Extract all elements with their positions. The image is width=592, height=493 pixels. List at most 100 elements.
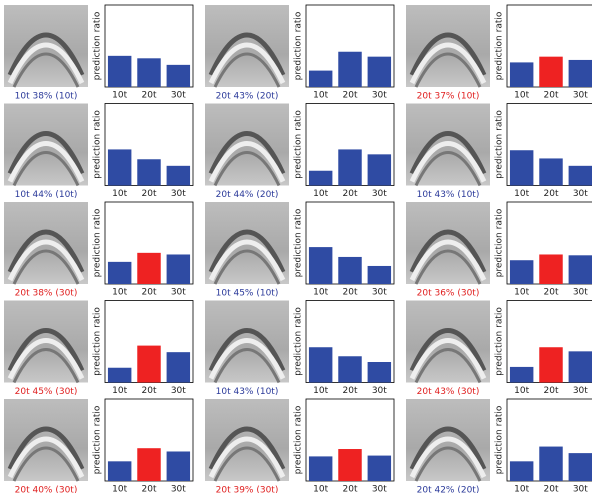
x-tick-label: 20t <box>544 485 559 493</box>
image-arc <box>409 338 487 380</box>
x-tick-label: 20t <box>142 485 157 493</box>
bar <box>308 70 333 87</box>
image-arc <box>7 42 85 85</box>
bar <box>539 347 563 383</box>
x-tick-label: 30t <box>171 485 186 493</box>
x-tick-label: 10t <box>514 386 529 396</box>
x-tick-label: 30t <box>171 288 186 298</box>
x-tick-label: 30t <box>573 386 588 396</box>
caption: 20t 40% (30t) <box>15 486 78 493</box>
y-axis-label: prediction ratio <box>93 110 103 179</box>
bar <box>539 158 563 186</box>
x-tick-label: 10t <box>112 189 127 199</box>
bar <box>367 154 392 186</box>
caption: 10t 43% (10t) <box>216 387 279 397</box>
x-tick-label: 20t <box>544 288 559 298</box>
bar <box>166 165 191 186</box>
image-arc <box>12 151 80 187</box>
bar <box>338 149 362 186</box>
image-arc <box>7 141 85 183</box>
image-arc <box>213 52 281 88</box>
image-arc <box>414 52 482 88</box>
x-tick-label: 30t <box>573 91 588 101</box>
caption: 20t 38% (30t) <box>15 289 78 299</box>
bar <box>568 255 592 284</box>
image-arc <box>7 426 85 471</box>
x-tick-label: 20t <box>544 91 559 101</box>
bar <box>338 51 362 87</box>
bar <box>308 170 333 186</box>
x-tick-label: 10t <box>514 189 529 199</box>
y-axis-label: prediction ratio <box>495 208 505 277</box>
image-arc <box>7 436 85 479</box>
x-tick-label: 30t <box>171 386 186 396</box>
bar <box>166 352 191 383</box>
x-tick-label: 10t <box>313 91 328 101</box>
x-tick-label: 20t <box>343 189 358 199</box>
bar <box>137 58 161 87</box>
x-tick-label: 20t <box>343 91 358 101</box>
bar <box>539 56 563 87</box>
image-arc <box>414 249 482 285</box>
image-arc <box>7 229 85 274</box>
caption: 10t 38% (10t) <box>15 92 78 102</box>
bar <box>568 351 592 383</box>
image-arc <box>12 249 80 285</box>
image-arc <box>409 42 487 85</box>
image-arc <box>409 426 487 471</box>
image-arc <box>208 229 286 274</box>
image-arc <box>7 328 85 372</box>
bar <box>509 62 534 87</box>
bar <box>509 150 534 186</box>
bar <box>166 254 191 284</box>
y-axis-label: prediction ratio <box>495 405 505 474</box>
y-axis-label: prediction ratio <box>294 208 304 277</box>
bar <box>308 456 333 481</box>
image-arc <box>7 338 85 380</box>
caption: 20t 36% (30t) <box>417 289 480 299</box>
x-tick-label: 30t <box>573 189 588 199</box>
bar <box>338 356 362 383</box>
bar <box>568 59 592 87</box>
x-tick-label: 10t <box>313 485 328 493</box>
image-arc <box>409 328 487 372</box>
x-tick-label: 10t <box>514 485 529 493</box>
x-tick-label: 20t <box>544 189 559 199</box>
image-arc <box>208 436 286 479</box>
caption: 10t 44% (10t) <box>15 190 78 200</box>
bar <box>137 345 161 383</box>
image-arc <box>414 446 482 482</box>
caption: 20t 37% (10t) <box>417 92 480 102</box>
image-arc <box>213 151 281 187</box>
x-tick-label: 20t <box>544 386 559 396</box>
x-tick-label: 30t <box>573 485 588 493</box>
x-tick-label: 10t <box>313 288 328 298</box>
x-tick-label: 30t <box>372 485 387 493</box>
x-tick-label: 20t <box>142 386 157 396</box>
bar <box>539 446 563 481</box>
x-tick-label: 10t <box>112 91 127 101</box>
image-arc <box>208 32 286 77</box>
x-tick-label: 10t <box>514 91 529 101</box>
bar <box>338 256 362 284</box>
bar <box>137 159 161 186</box>
image-arc <box>414 151 482 187</box>
bar <box>166 64 191 87</box>
caption: 20t 39% (30t) <box>216 486 279 493</box>
x-tick-label: 30t <box>171 189 186 199</box>
bar <box>137 252 161 284</box>
image-arc <box>409 239 487 282</box>
x-tick-label: 10t <box>112 288 127 298</box>
bar <box>107 149 132 186</box>
image-arc <box>409 32 487 77</box>
image-arc <box>213 348 281 384</box>
image-arc <box>7 131 85 175</box>
x-tick-label: 20t <box>142 288 157 298</box>
x-tick-label: 30t <box>171 91 186 101</box>
caption: 20t 43% (30t) <box>417 387 480 397</box>
bar <box>367 455 392 481</box>
y-axis-label: prediction ratio <box>294 405 304 474</box>
y-axis-label: prediction ratio <box>93 307 103 376</box>
image-arc <box>7 32 85 77</box>
